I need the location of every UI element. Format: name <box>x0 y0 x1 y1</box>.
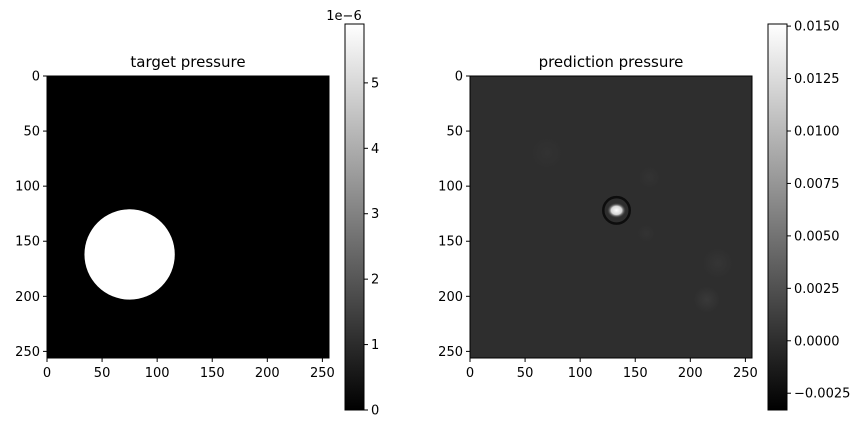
y-tick-label: 250 <box>438 345 463 360</box>
chart-title: prediction pressure <box>539 53 684 71</box>
x-tick-label: 50 <box>94 366 111 381</box>
colorbar-tick-label: 0.0050 <box>794 229 840 244</box>
heatmap-feature-blob <box>606 202 627 219</box>
colorbar-tick-label: 0 <box>371 404 379 419</box>
x-tick-label: 50 <box>517 366 534 381</box>
heatmap-feature-ring <box>602 195 631 225</box>
x-tick-label: 0 <box>43 366 51 381</box>
y-tick-label: 0 <box>32 70 40 85</box>
y-tick-label: 200 <box>15 290 40 305</box>
x-tick-label: 0 <box>466 366 474 381</box>
heatmap-background <box>470 76 752 358</box>
x-tick-label: 200 <box>255 366 280 381</box>
heatmap-features <box>84 209 175 300</box>
colorbar-tick-label: 0.0000 <box>794 334 840 349</box>
heatmap-feature-haze <box>693 286 721 313</box>
colorbar-tick-label: 0.0125 <box>794 72 840 87</box>
colorbar-tick-label: 0.0075 <box>794 177 840 192</box>
colorbar-tick-label: 0.0025 <box>794 282 840 297</box>
colorbar-tick-label: 0.0150 <box>794 20 840 35</box>
y-tick-label: 200 <box>438 290 463 305</box>
x-tick-label: 200 <box>678 366 703 381</box>
y-tick-label: 250 <box>15 345 40 360</box>
x-tick-label: 100 <box>568 366 593 381</box>
colorbar <box>767 23 788 411</box>
heatmap-feature-haze <box>637 224 656 243</box>
colorbar-offset-label: 1e−6 <box>326 9 361 24</box>
y-tick-label: 50 <box>446 125 463 140</box>
chart-title: target pressure <box>130 53 245 71</box>
colorbar <box>344 23 365 411</box>
heatmap-feature-disk <box>84 209 175 300</box>
y-tick-label: 150 <box>15 235 40 250</box>
colorbar-tick-label: 4 <box>371 142 379 157</box>
heatmap-feature-haze <box>638 166 661 189</box>
x-tick-label: 100 <box>145 366 170 381</box>
x-tick-label: 150 <box>623 366 648 381</box>
y-tick-label: 150 <box>438 235 463 250</box>
x-tick-label: 150 <box>200 366 225 381</box>
y-tick-label: 100 <box>438 180 463 195</box>
colorbar-tick-label: 1 <box>371 338 379 353</box>
colorbar-tick-label: −0.0025 <box>794 387 850 402</box>
x-tick-label: 250 <box>733 366 758 381</box>
colorbar-tick-label: 3 <box>371 207 379 222</box>
colorbar-tick-label: 5 <box>371 76 379 91</box>
colorbar-tick-label: 2 <box>371 273 379 288</box>
heatmap-features <box>530 136 734 313</box>
axes-frame <box>46 75 330 359</box>
colorbar-tick-label: 0.0100 <box>794 124 840 139</box>
heatmap-feature-haze <box>530 136 564 170</box>
axes-frame <box>469 75 753 359</box>
y-tick-label: 50 <box>23 125 40 140</box>
heatmap-background <box>47 76 329 358</box>
y-tick-label: 0 <box>455 70 463 85</box>
x-tick-label: 250 <box>310 366 335 381</box>
heatmap-feature-haze <box>702 247 734 279</box>
y-tick-label: 100 <box>15 180 40 195</box>
